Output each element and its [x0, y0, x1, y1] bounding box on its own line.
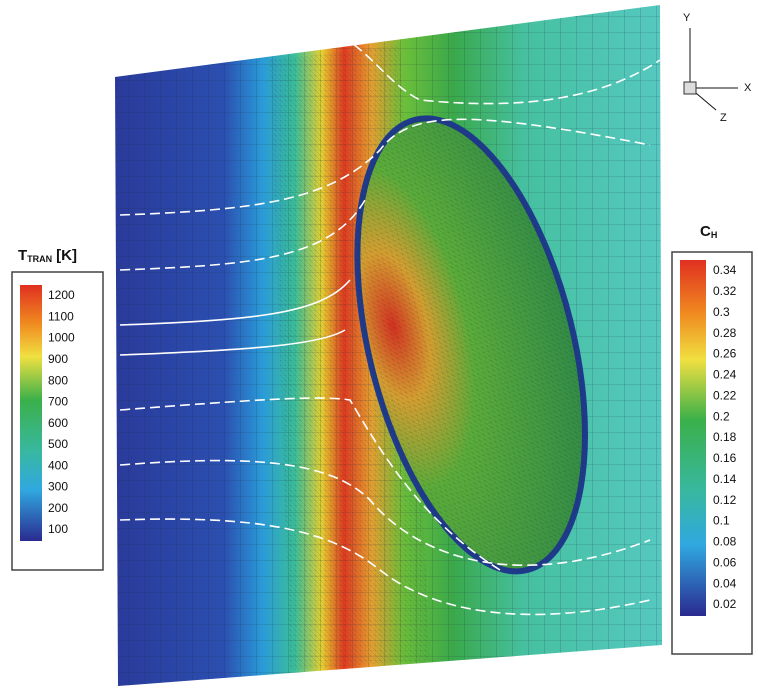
legend-label: 0.14: [713, 472, 737, 486]
legend-label: 0.16: [713, 451, 737, 465]
legend-label: 0.32: [713, 284, 737, 298]
legend-label: 0.18: [713, 430, 737, 444]
ch-legend: CH 0.34 0.32 0.3 0.28 0.26 0.24 0.22 0.2 0.18 0.1…: [671, 223, 753, 655]
legend-label: 0.2: [713, 409, 730, 423]
legend-label: 500: [48, 437, 68, 451]
legend-title: CH: [700, 223, 717, 240]
legend-label: 0.1: [713, 514, 730, 528]
legend-label: 0.02: [713, 597, 737, 611]
axis-label: Y: [683, 12, 691, 24]
legend-label: 800: [48, 373, 68, 387]
legend-label: 600: [48, 416, 68, 430]
legend-label: 0.26: [713, 347, 737, 361]
legend-label: 0.06: [713, 555, 737, 569]
legend-label: 300: [48, 480, 68, 494]
legend-label: 0.04: [713, 576, 737, 590]
legend-label: 0.12: [713, 493, 737, 507]
legend-title-sub: TRAN: [27, 254, 52, 264]
streamlines: [119, 19, 661, 616]
legend-label: 1000: [48, 331, 75, 345]
legend-title-main: T: [18, 247, 27, 264]
legend-label: 1100: [48, 309, 74, 323]
legend-label: 900: [48, 352, 68, 366]
legend-label: 0.3: [713, 305, 730, 319]
legend-title: TTRAN [K]: [18, 247, 77, 264]
body: [354, 115, 588, 575]
legend-label: 200: [48, 501, 68, 515]
axis-label: Z: [720, 112, 727, 124]
legend-label: 1200: [48, 288, 75, 302]
legend-label: 400: [48, 458, 68, 472]
legend-label: 700: [48, 395, 68, 409]
legend-label: 0.34: [713, 263, 737, 277]
legend-label: 100: [48, 522, 68, 536]
legend-title-main: C: [700, 223, 711, 240]
temperature-legend: TTRAN [K] 1200 1100 1000 900 800 700 600 500 400 3…: [11, 247, 104, 571]
axis-label: X: [744, 82, 752, 94]
legend-label: 0.28: [713, 326, 737, 340]
legend-title-unit: [K]: [56, 247, 77, 264]
legend-title-sub: H: [711, 230, 718, 240]
axis-triad: Y X Z: [683, 12, 752, 124]
legend-label: 0.22: [713, 388, 737, 402]
legend-label: 0.24: [713, 368, 737, 382]
legend-label: 0.08: [713, 535, 737, 549]
